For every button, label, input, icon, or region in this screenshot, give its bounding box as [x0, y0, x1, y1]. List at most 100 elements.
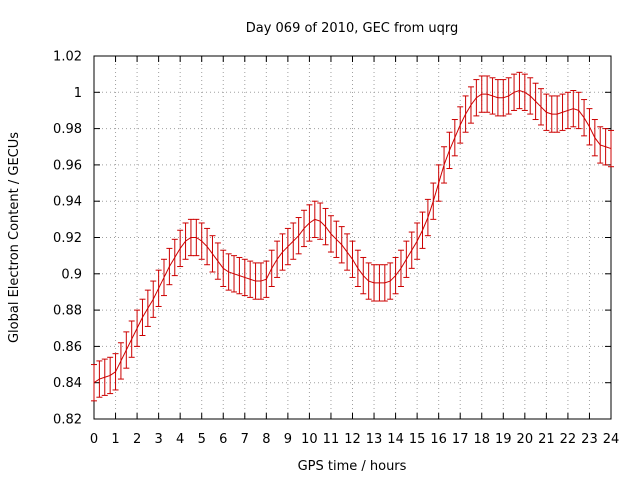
error-bar — [274, 240, 281, 278]
error-bar — [537, 88, 544, 126]
error-bar — [591, 119, 598, 157]
error-bar — [511, 73, 518, 111]
error-bar — [360, 256, 367, 295]
x-tick-label: 11 — [323, 432, 340, 447]
y-tick-label: 0.92 — [53, 231, 82, 246]
error-bar — [494, 79, 501, 117]
x-tick-label: 8 — [262, 432, 270, 447]
error-bar — [397, 249, 404, 288]
error-bar — [602, 128, 609, 166]
x-tick-label: 22 — [560, 432, 577, 447]
y-axis-title: Global Electron Content / GECUs — [7, 132, 22, 343]
y-tick-label: 1.02 — [53, 50, 82, 65]
error-bar — [408, 231, 415, 269]
error-bar — [91, 364, 97, 402]
y-tick-label: 0.96 — [53, 158, 82, 173]
error-bar — [505, 77, 512, 115]
error-bar — [392, 256, 399, 295]
error-bar — [430, 182, 437, 220]
axis-ticks: 0 1 2 3 4 5 6 7 8 9 10 11 12 13 14 15 16 17 18 19 20 21 22 23 24… — [53, 50, 619, 448]
y-tick-label: 0.84 — [53, 376, 82, 391]
x-tick-label: 1 — [111, 432, 119, 447]
error-bar — [241, 258, 248, 297]
error-bar — [263, 260, 270, 298]
error-bar — [252, 262, 259, 300]
error-bar — [231, 255, 238, 293]
error-bar — [559, 93, 566, 131]
error-bar — [435, 164, 442, 202]
x-tick-label: 12 — [344, 432, 361, 447]
x-tick-label: 23 — [581, 432, 598, 447]
x-tick-label: 13 — [366, 432, 383, 447]
error-bar — [327, 215, 334, 253]
error-bar — [484, 75, 491, 113]
error-bar — [220, 249, 227, 288]
error-bar — [554, 95, 561, 133]
error-bar — [187, 218, 194, 257]
error-bar — [204, 227, 211, 266]
error-bar — [597, 126, 604, 164]
y-tick-label: 0.9 — [61, 267, 82, 282]
error-bar — [284, 227, 291, 266]
error-bar — [311, 200, 318, 238]
x-axis-title: GPS time / hours — [298, 459, 407, 474]
error-bar — [182, 222, 189, 260]
error-bar — [139, 298, 146, 337]
y-tick-label: 0.94 — [53, 195, 82, 210]
error-bar — [123, 331, 130, 369]
error-bar — [214, 242, 221, 280]
error-bar — [441, 146, 448, 184]
x-tick-label: 15 — [409, 432, 426, 447]
x-tick-label: 18 — [473, 432, 490, 447]
error-bar — [177, 229, 184, 268]
x-tick-label: 19 — [495, 432, 512, 447]
error-bar — [521, 73, 528, 111]
grid — [94, 56, 611, 419]
error-bar — [166, 247, 173, 286]
error-bar — [236, 256, 243, 295]
x-tick-label: 24 — [603, 432, 620, 447]
error-bar — [306, 204, 313, 242]
x-tick-label: 5 — [198, 432, 206, 447]
y-tick-label: 0.86 — [53, 340, 82, 355]
x-tick-label: 14 — [387, 432, 404, 447]
error-bar — [322, 207, 329, 246]
error-bar — [209, 235, 216, 273]
x-tick-label: 7 — [241, 432, 249, 447]
x-tick-label: 0 — [90, 432, 98, 447]
x-tick-label: 3 — [154, 432, 162, 447]
error-bar — [268, 249, 275, 288]
error-bar — [424, 198, 431, 237]
error-bar — [247, 260, 254, 298]
error-bar — [543, 93, 550, 131]
error-bar — [354, 249, 361, 288]
error-bar — [414, 222, 421, 260]
error-bar — [193, 218, 200, 257]
x-tick-label: 4 — [176, 432, 184, 447]
error-bar — [349, 240, 356, 278]
error-bar — [290, 222, 297, 260]
y-tick-label: 0.88 — [53, 304, 82, 319]
error-bar — [225, 253, 232, 291]
error-bar — [155, 269, 162, 307]
error-bar — [489, 77, 496, 115]
error-bar — [144, 289, 151, 327]
error-bar — [365, 262, 372, 300]
chart-title: Day 069 of 2010, GEC from uqrg — [246, 21, 459, 36]
error-bar — [564, 91, 571, 130]
error-bar — [570, 89, 577, 128]
error-bar — [344, 233, 351, 271]
error-bar — [419, 211, 426, 249]
x-tick-label: 21 — [538, 432, 555, 447]
x-tick-label: 20 — [517, 432, 534, 447]
error-bar — [107, 356, 114, 395]
y-tick-label: 0.98 — [53, 122, 82, 137]
error-bar — [371, 264, 378, 302]
error-bar — [117, 342, 124, 380]
error-bar — [575, 91, 582, 130]
error-bar — [128, 320, 135, 358]
error-bar — [527, 77, 534, 115]
error-bar — [478, 75, 485, 113]
error-bar — [381, 264, 388, 302]
